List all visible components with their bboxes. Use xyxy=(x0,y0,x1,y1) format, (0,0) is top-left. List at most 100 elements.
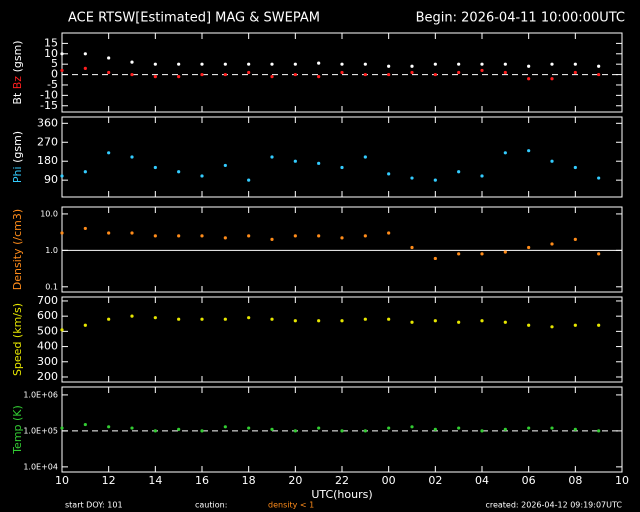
y-tick-label: 500 xyxy=(37,324,58,337)
data-point xyxy=(503,151,507,155)
data-point xyxy=(60,68,64,73)
data-point xyxy=(83,226,87,231)
data-point xyxy=(317,75,321,79)
data-point xyxy=(293,72,297,77)
y-tick-label: 10.0 xyxy=(40,209,58,218)
data-point xyxy=(550,159,554,163)
data-point xyxy=(223,236,227,240)
data-point xyxy=(527,77,531,81)
data-point xyxy=(457,320,461,324)
data-point xyxy=(550,426,554,430)
y-tick-label: 0.1 xyxy=(45,282,58,291)
y-tick-label: -5 xyxy=(47,78,58,91)
y-tick-label: 400 xyxy=(37,340,58,353)
data-point xyxy=(293,319,297,323)
data-point xyxy=(200,72,204,77)
y-label-part: Bz xyxy=(11,72,24,89)
y-label-part: Bt xyxy=(11,89,24,104)
data-point xyxy=(363,72,367,77)
data-point xyxy=(293,62,297,66)
data-point xyxy=(83,66,87,70)
y-tick-label: 5 xyxy=(51,57,58,70)
data-point xyxy=(387,426,391,430)
data-point xyxy=(270,427,274,432)
data-point xyxy=(107,56,111,60)
data-point xyxy=(387,231,391,235)
data-point xyxy=(130,60,134,64)
data-point xyxy=(200,174,204,178)
x-tick-label: 10 xyxy=(55,474,69,487)
data-point xyxy=(410,245,414,250)
data-point xyxy=(153,75,157,79)
data-point xyxy=(270,155,274,159)
data-point xyxy=(503,320,507,324)
data-point xyxy=(223,317,227,321)
data-point xyxy=(200,429,204,433)
data-point xyxy=(340,319,344,323)
data-point xyxy=(480,319,484,323)
x-tick-label: 00 xyxy=(382,474,396,487)
data-point xyxy=(573,237,577,242)
y-axis-label: Bt Bz (gsm) xyxy=(11,40,24,104)
data-point xyxy=(60,328,64,332)
data-point xyxy=(130,72,134,77)
x-tick-label: 20 xyxy=(288,474,302,487)
y-tick-label: 15 xyxy=(44,36,58,49)
data-point xyxy=(200,317,204,321)
data-point xyxy=(527,426,531,430)
data-point xyxy=(153,62,157,66)
data-point xyxy=(223,62,227,66)
data-point xyxy=(60,426,64,430)
y-tick-label: 270 xyxy=(37,135,58,148)
data-point xyxy=(527,64,531,68)
data-point xyxy=(597,64,601,68)
data-point xyxy=(550,325,554,329)
data-point xyxy=(527,149,531,153)
x-axis-label: UTC(hours) xyxy=(311,488,372,501)
data-point xyxy=(387,172,391,176)
data-point xyxy=(433,178,437,182)
caution-note: density < 1 xyxy=(268,501,314,510)
data-point xyxy=(340,62,344,66)
y-label-part: Speed (km/s) xyxy=(11,303,24,376)
data-point xyxy=(223,163,227,168)
data-point xyxy=(387,64,391,68)
data-point xyxy=(503,70,507,75)
data-point xyxy=(107,317,111,321)
data-point xyxy=(550,62,554,66)
y-axis-label: Temp (K) xyxy=(11,405,24,455)
data-point xyxy=(247,70,251,75)
data-point xyxy=(153,316,157,320)
data-point xyxy=(107,70,111,75)
data-point xyxy=(293,234,297,238)
x-tick-label: 04 xyxy=(475,474,489,487)
data-point xyxy=(597,176,601,180)
data-point xyxy=(83,422,87,427)
data-point xyxy=(107,425,111,429)
data-point xyxy=(247,426,251,430)
data-point xyxy=(363,155,367,159)
data-point xyxy=(107,231,111,235)
data-point xyxy=(153,234,157,238)
data-point xyxy=(340,429,344,433)
data-point xyxy=(597,323,601,327)
data-point xyxy=(293,429,297,433)
plot-frame xyxy=(61,116,623,198)
data-point xyxy=(550,77,554,81)
y-tick-label: -15 xyxy=(40,99,58,112)
data-point xyxy=(573,70,577,75)
data-point xyxy=(457,70,461,75)
y-tick-label: 360 xyxy=(37,116,58,129)
data-point xyxy=(340,165,344,170)
data-point xyxy=(83,52,87,56)
data-point xyxy=(177,75,181,79)
y-tick-label: 0 xyxy=(51,68,58,81)
data-point xyxy=(153,165,157,170)
data-point xyxy=(293,159,297,163)
data-point xyxy=(433,427,437,432)
y-tick-label: 10 xyxy=(44,47,58,60)
data-point xyxy=(573,427,577,432)
y-tick-label: 300 xyxy=(37,355,58,368)
x-tick-label: 18 xyxy=(242,474,256,487)
data-point xyxy=(270,317,274,321)
